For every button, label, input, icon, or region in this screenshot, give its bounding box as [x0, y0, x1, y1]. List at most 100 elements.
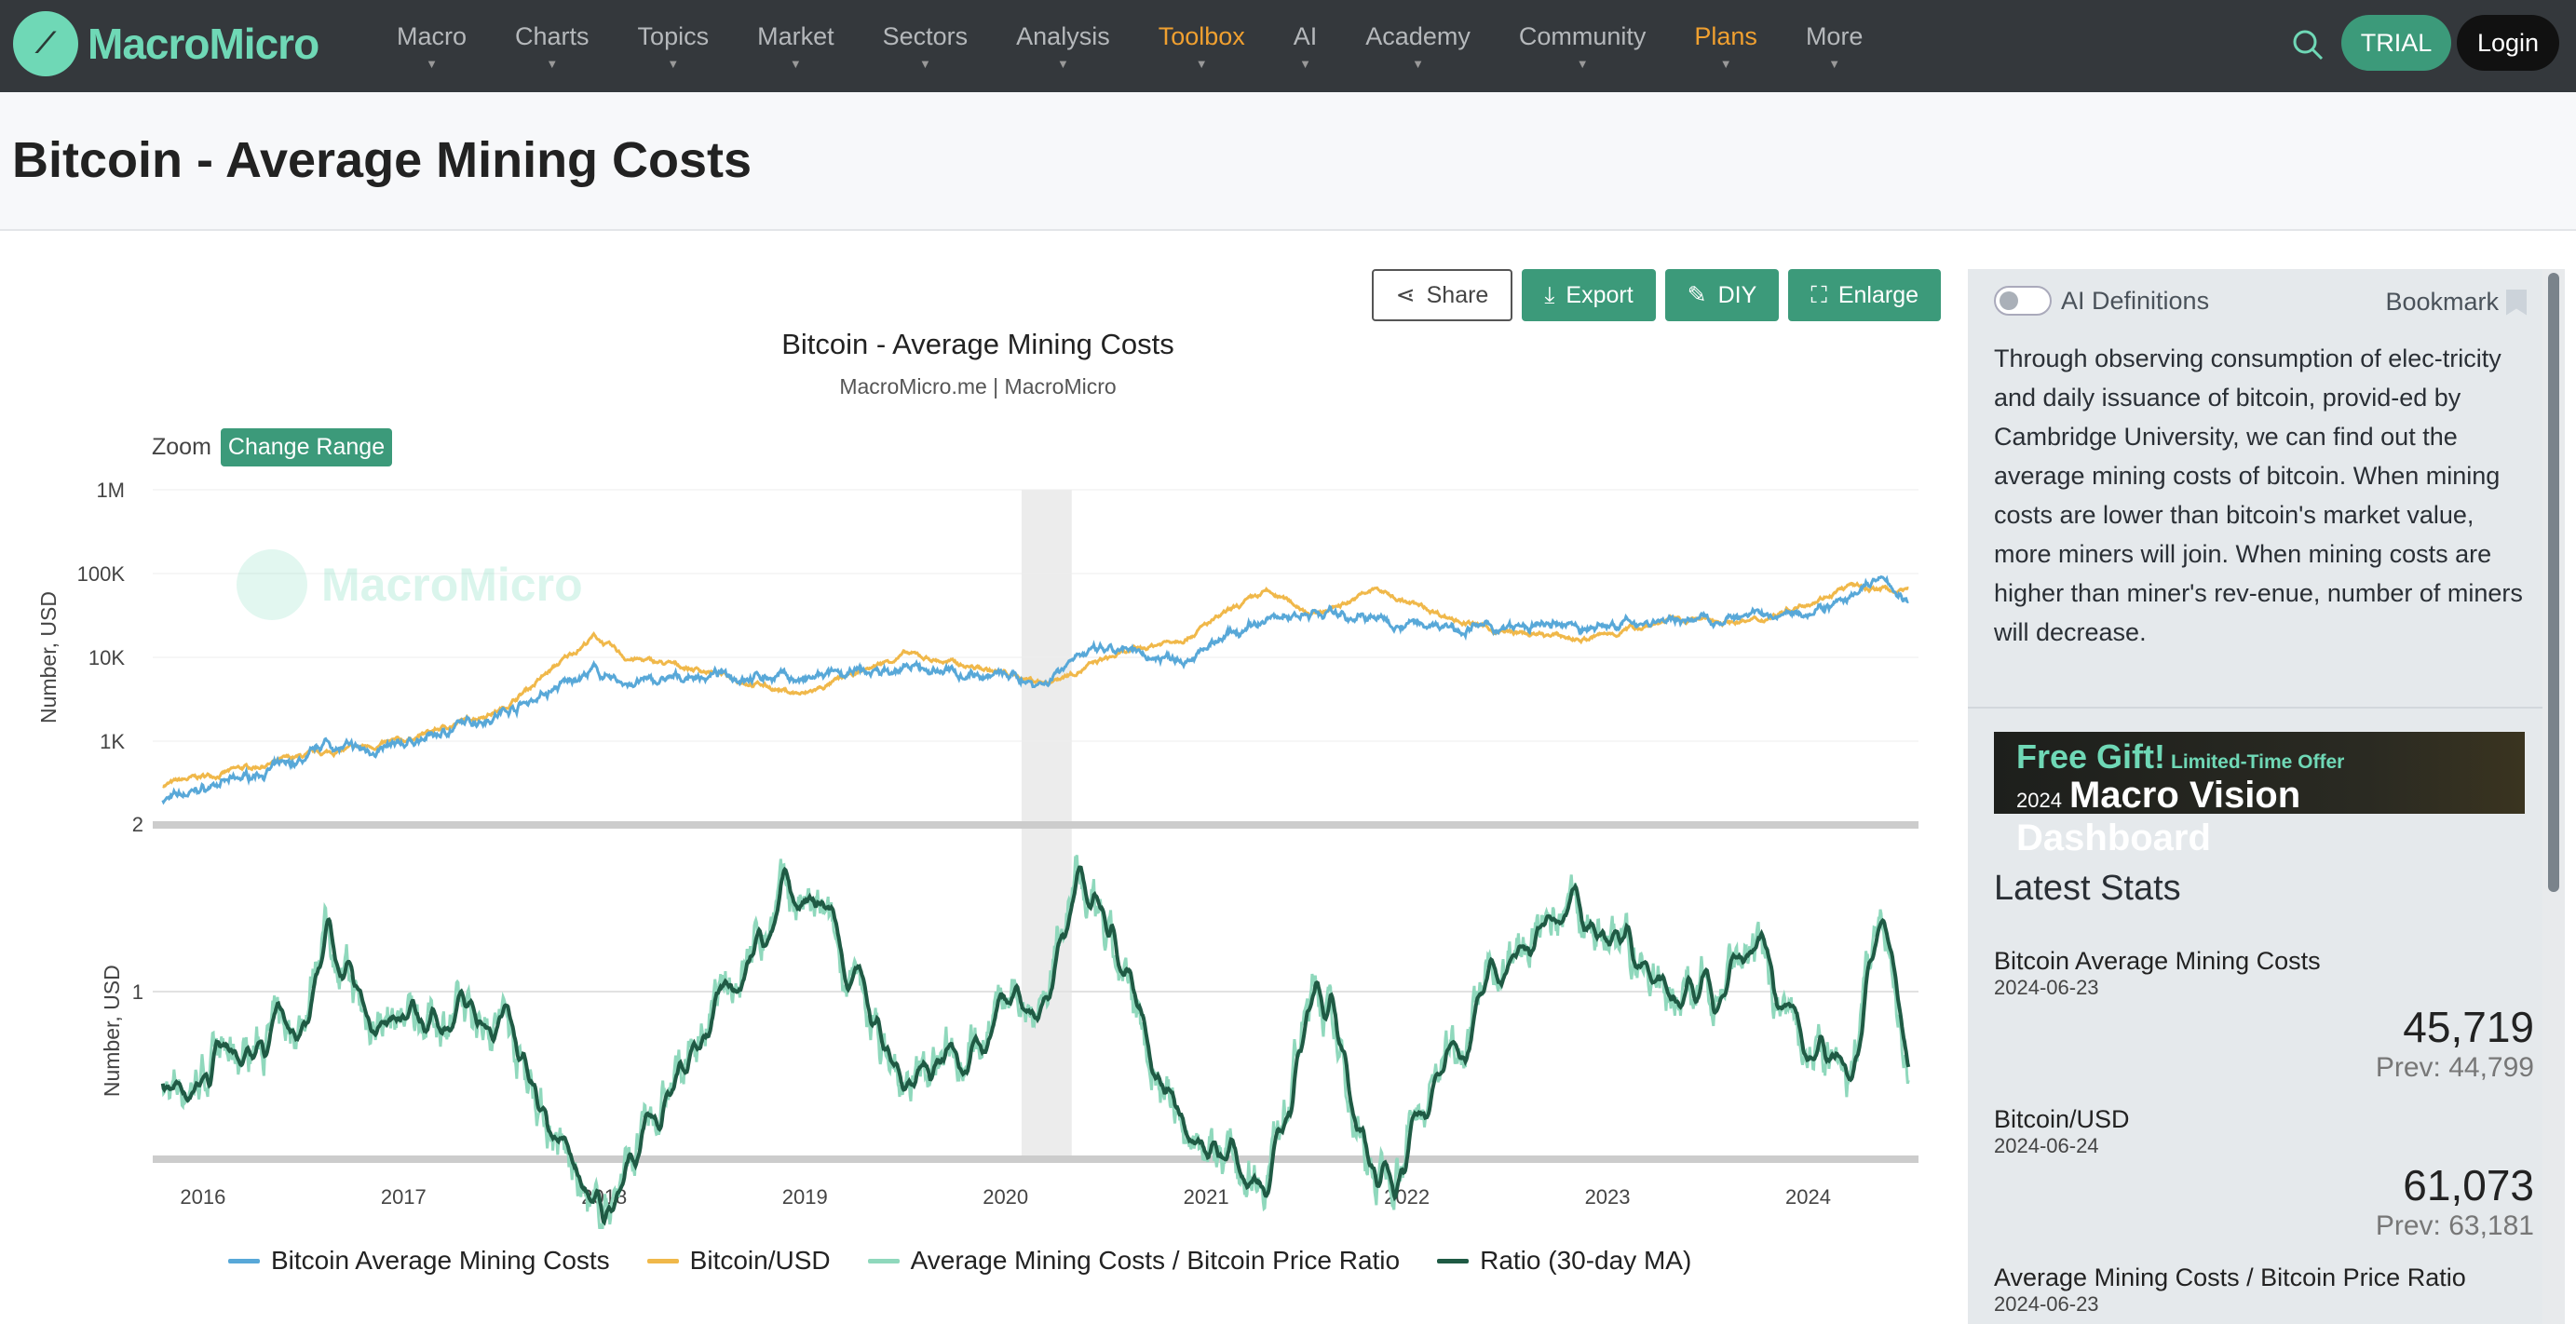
stat-name: Bitcoin/USD — [1994, 1105, 2130, 1133]
nav-item-plans[interactable]: Plans ▼ — [1670, 0, 1782, 92]
login-button[interactable]: Login — [2457, 15, 2559, 71]
caret-down-icon: ▼ — [1056, 56, 1069, 71]
download-icon: ⤓ — [1544, 281, 1555, 308]
nav-item-ai[interactable]: AI ▼ — [1269, 0, 1342, 92]
legend-label: Ratio (30-day MA) — [1480, 1246, 1692, 1275]
nav-item-toolbox[interactable]: Toolbox ▼ — [1134, 0, 1269, 92]
ai-definitions-label: AI Definitions — [2061, 286, 2210, 315]
nav-item-community[interactable]: Community ▼ — [1495, 0, 1671, 92]
logo-icon: ⟋ — [13, 11, 78, 76]
legend-swatch — [1437, 1258, 1470, 1263]
search-icon[interactable] — [2289, 26, 2326, 63]
panel-separator — [153, 821, 1918, 829]
ai-definitions-toggle[interactable]: AI Definitions — [1994, 286, 2209, 316]
chart-title: Bitcoin - Average Mining Costs — [781, 328, 1174, 360]
caret-down-icon: ▼ — [667, 56, 680, 71]
nav-item-label: Charts — [515, 21, 590, 50]
promo-year: 2024 — [2016, 789, 2062, 812]
scrollbar-thumb[interactable] — [2548, 273, 2559, 892]
sidebar-panel: AI Definitions Bookmark Through observin… — [1968, 269, 2564, 1324]
nav-item-sectors[interactable]: Sectors ▼ — [859, 0, 993, 92]
legend-item[interactable]: Ratio (30-day MA) — [1437, 1246, 1691, 1276]
stat-prev: Prev: 63,181 — [2375, 1210, 2534, 1241]
enlarge-button[interactable]: ⛶ Enlarge — [1788, 269, 1941, 321]
legend-label: Bitcoin/USD — [689, 1246, 831, 1275]
toggle-switch[interactable] — [1994, 286, 2052, 316]
stat-item[interactable]: Bitcoin Average Mining Costs 2024-06-23 … — [1994, 947, 2534, 1084]
x-tick-label: 2023 — [1585, 1185, 1631, 1209]
trial-button[interactable]: TRIAL — [2341, 15, 2451, 71]
stat-item[interactable]: Bitcoin/USD 2024-06-24 61,073 Prev: 63,1… — [1994, 1105, 2534, 1242]
bookmark-label: Bookmark — [2385, 288, 2499, 316]
brand-name: MacroMicro — [88, 20, 319, 68]
bookmark-button[interactable]: Bookmark — [2385, 288, 2527, 317]
nav-item-analysis[interactable]: Analysis ▼ — [992, 0, 1134, 92]
latest-stats-title: Latest Stats — [1994, 869, 2181, 908]
promo-headline: Free Gift! — [2016, 737, 2166, 776]
change-range-button[interactable]: Change Range — [220, 428, 393, 466]
share-label: Share — [1426, 281, 1489, 308]
y-tick-label: 1M — [96, 479, 125, 502]
legend-item[interactable]: Bitcoin/USD — [646, 1246, 831, 1276]
nav-item-academy[interactable]: Academy ▼ — [1341, 0, 1495, 92]
x-tick-label: 2024 — [1785, 1185, 1831, 1209]
export-button[interactable]: ⤓ Export — [1522, 269, 1656, 321]
nav-item-label: Market — [757, 21, 834, 50]
caret-down-icon: ▼ — [426, 56, 438, 71]
chart-legend: Bitcoin Average Mining Costs Bitcoin/USD A… — [228, 1246, 1691, 1276]
watermark-logo-icon — [237, 549, 307, 620]
legend-swatch — [867, 1258, 900, 1263]
series-line-mining-costs — [161, 574, 1909, 805]
stat-name: Average Mining Costs / Bitcoin Price Rat… — [1994, 1263, 2466, 1291]
y-tick-label: 1 — [132, 980, 143, 1004]
diy-label: DIY — [1717, 281, 1757, 308]
promo-product: Macro Vision Dashboard — [2016, 775, 2301, 858]
y-axis-title: Number, USD — [100, 965, 124, 1097]
x-tick-label: 2017 — [381, 1185, 427, 1209]
promo-offer: Limited-Time Offer — [2171, 751, 2345, 773]
nav-item-label: Academy — [1365, 21, 1471, 50]
x-tick-label: 2021 — [1184, 1185, 1229, 1209]
nav-item-label: AI — [1293, 21, 1318, 50]
chart-subtitle: MacroMicro.me | MacroMicro — [839, 374, 1117, 399]
chart-area[interactable]: 1M 100K 10K 1K 2 1 Number, USD Number, USD 2016 2… — [0, 466, 1956, 1229]
stat-item[interactable]: Average Mining Costs / Bitcoin Price Rat… — [1994, 1263, 2534, 1317]
share-icon: ⋖ — [1395, 282, 1416, 308]
caret-down-icon: ▼ — [1299, 56, 1311, 71]
brand-logo[interactable]: ⟋ MacroMicro — [13, 11, 319, 76]
chart-description: Through observing consumption of elec-tr… — [1994, 345, 2523, 646]
bookmark-icon — [2506, 289, 2527, 316]
page-title: Bitcoin - Average Mining Costs — [12, 132, 752, 188]
nav-item-label: Topics — [637, 21, 710, 50]
y-tick-label: 1K — [100, 730, 125, 753]
x-tick-label: 2020 — [983, 1185, 1028, 1209]
caret-down-icon: ▼ — [1719, 56, 1732, 71]
nav-item-macro[interactable]: Macro ▼ — [373, 0, 491, 92]
share-button[interactable]: ⋖ Share — [1371, 269, 1513, 321]
pencil-icon: ✎ — [1687, 282, 1707, 308]
enlarge-label: Enlarge — [1837, 281, 1918, 308]
nav-item-label: More — [1805, 21, 1864, 50]
caret-down-icon: ▼ — [1412, 56, 1425, 71]
nav-item-label: Community — [1518, 21, 1647, 50]
y-tick-label: 2 — [132, 813, 143, 836]
legend-item[interactable]: Average Mining Costs / Bitcoin Price Rat… — [867, 1246, 1400, 1276]
export-label: Export — [1566, 281, 1634, 308]
nav-item-market[interactable]: Market ▼ — [733, 0, 859, 92]
legend-item[interactable]: Bitcoin Average Mining Costs — [228, 1246, 610, 1276]
promo-banner[interactable]: Free Gift! Limited-Time Offer 2024 Macro V… — [1994, 732, 2525, 857]
nav-item-label: Sectors — [882, 21, 969, 50]
nav-item-topics[interactable]: Topics ▼ — [614, 0, 734, 92]
nav-item-charts[interactable]: Charts ▼ — [491, 0, 614, 92]
zoom-control: Zoom Change Range — [152, 428, 393, 466]
stat-name: Bitcoin Average Mining Costs — [1994, 947, 2321, 975]
diy-button[interactable]: ✎ DIY — [1664, 269, 1780, 321]
title-band: Bitcoin - Average Mining Costs — [0, 92, 2576, 231]
series-line-bitcoin-usd — [162, 581, 1909, 789]
caret-down-icon: ▼ — [918, 56, 931, 71]
caret-down-icon: ▼ — [1576, 56, 1589, 71]
x-tick-label: 2019 — [782, 1185, 828, 1209]
stat-prev: Prev: 44,799 — [2375, 1052, 2534, 1083]
nav-item-more[interactable]: More ▼ — [1782, 0, 1888, 92]
x-axis — [153, 1155, 1918, 1163]
